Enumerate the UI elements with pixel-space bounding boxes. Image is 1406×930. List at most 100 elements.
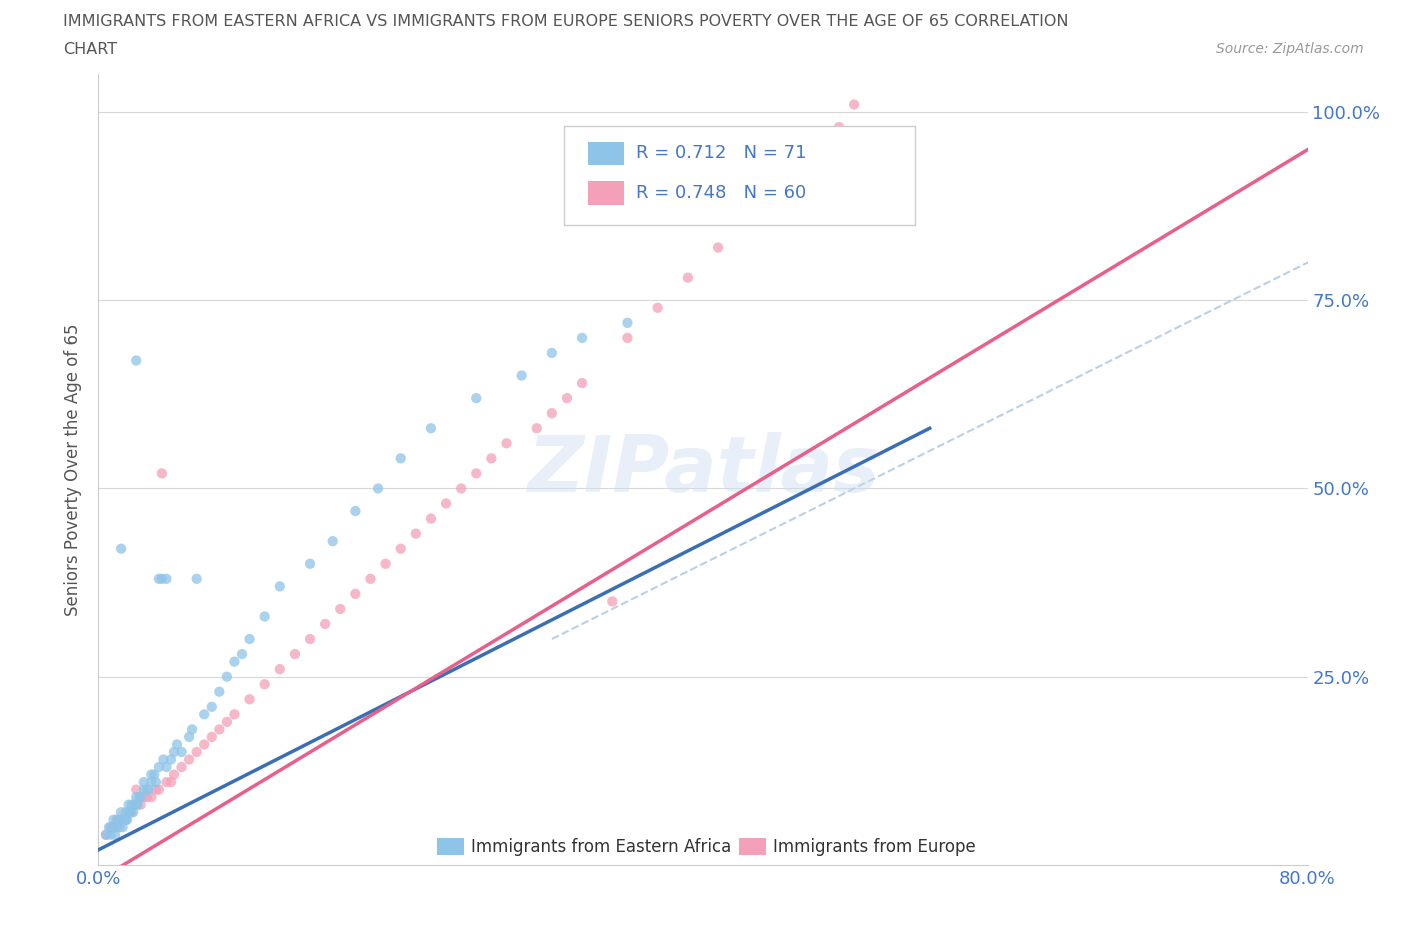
Point	[118, 804, 141, 819]
Point	[231, 646, 253, 661]
Point	[128, 790, 150, 804]
Point	[602, 594, 624, 609]
Point	[465, 466, 488, 481]
Text: Immigrants from Eastern Africa: Immigrants from Eastern Africa	[471, 838, 731, 856]
Point	[148, 782, 170, 797]
Point	[571, 330, 593, 345]
Point	[186, 745, 208, 760]
Point	[420, 420, 443, 435]
Point	[125, 782, 148, 797]
Point	[616, 330, 638, 345]
FancyBboxPatch shape	[588, 181, 624, 205]
Point	[737, 210, 759, 225]
Point	[163, 745, 186, 760]
Point	[160, 752, 183, 767]
Point	[193, 707, 215, 722]
Point	[152, 752, 174, 767]
Point	[253, 609, 276, 624]
Point	[114, 804, 136, 819]
Point	[132, 782, 155, 797]
Point	[125, 797, 148, 812]
Point	[179, 752, 201, 767]
Text: Immigrants from Europe: Immigrants from Europe	[773, 838, 976, 856]
Point	[114, 812, 136, 827]
Point	[127, 797, 149, 812]
Text: Source: ZipAtlas.com: Source: ZipAtlas.com	[1216, 42, 1364, 56]
Point	[121, 804, 143, 819]
Point	[193, 737, 215, 751]
Point	[526, 420, 548, 435]
Point	[389, 541, 412, 556]
Point	[125, 353, 148, 368]
Point	[329, 602, 352, 617]
Point	[110, 812, 132, 827]
Point	[269, 578, 291, 593]
Point	[125, 790, 148, 804]
Point	[322, 534, 344, 549]
Point	[112, 812, 135, 827]
Point	[676, 271, 699, 286]
Point	[360, 571, 382, 586]
Point	[118, 797, 141, 812]
Point	[114, 812, 136, 827]
Point	[105, 820, 128, 835]
Point	[389, 451, 412, 466]
Point	[94, 828, 117, 843]
Point	[299, 556, 322, 571]
Point	[420, 512, 443, 526]
Point	[145, 782, 167, 797]
Point	[104, 828, 127, 843]
Point	[215, 714, 238, 729]
Point	[616, 315, 638, 330]
Point	[208, 684, 231, 699]
Point	[555, 391, 578, 405]
Point	[434, 496, 457, 511]
Text: CHART: CHART	[63, 42, 117, 57]
Point	[103, 812, 125, 827]
Point	[344, 587, 367, 602]
Text: ZIPatlas: ZIPatlas	[527, 432, 879, 508]
FancyBboxPatch shape	[588, 141, 624, 166]
Point	[141, 767, 163, 782]
Point	[465, 391, 488, 405]
Point	[797, 150, 820, 165]
Point	[122, 804, 145, 819]
Point	[105, 812, 128, 827]
Point	[299, 631, 322, 646]
Point	[170, 760, 193, 775]
Point	[143, 767, 166, 782]
Point	[540, 346, 562, 361]
Point	[844, 97, 866, 112]
Point	[148, 760, 170, 775]
Point	[571, 376, 593, 391]
Point	[103, 820, 125, 835]
Point	[118, 804, 141, 819]
Text: IMMIGRANTS FROM EASTERN AFRICA VS IMMIGRANTS FROM EUROPE SENIORS POVERTY OVER TH: IMMIGRANTS FROM EASTERN AFRICA VS IMMIGR…	[63, 14, 1069, 29]
Point	[201, 729, 224, 744]
Point	[186, 571, 208, 586]
Point	[201, 699, 224, 714]
Point	[239, 631, 262, 646]
Point	[170, 745, 193, 760]
Point	[155, 571, 177, 586]
Point	[101, 820, 124, 835]
Point	[450, 481, 472, 496]
Point	[828, 120, 851, 135]
Point	[145, 775, 167, 790]
Point	[120, 804, 142, 819]
Point	[163, 767, 186, 782]
Point	[208, 722, 231, 737]
Point	[224, 654, 246, 669]
Text: R = 0.748   N = 60: R = 0.748 N = 60	[637, 184, 807, 202]
Point	[115, 812, 138, 827]
FancyBboxPatch shape	[564, 126, 915, 224]
Point	[121, 797, 143, 812]
Point	[179, 729, 201, 744]
Point	[768, 179, 790, 194]
Text: R = 0.712   N = 71: R = 0.712 N = 71	[637, 144, 807, 163]
Point	[132, 775, 155, 790]
Point	[100, 828, 122, 843]
Point	[136, 782, 159, 797]
Point	[481, 451, 503, 466]
Point	[98, 820, 121, 835]
